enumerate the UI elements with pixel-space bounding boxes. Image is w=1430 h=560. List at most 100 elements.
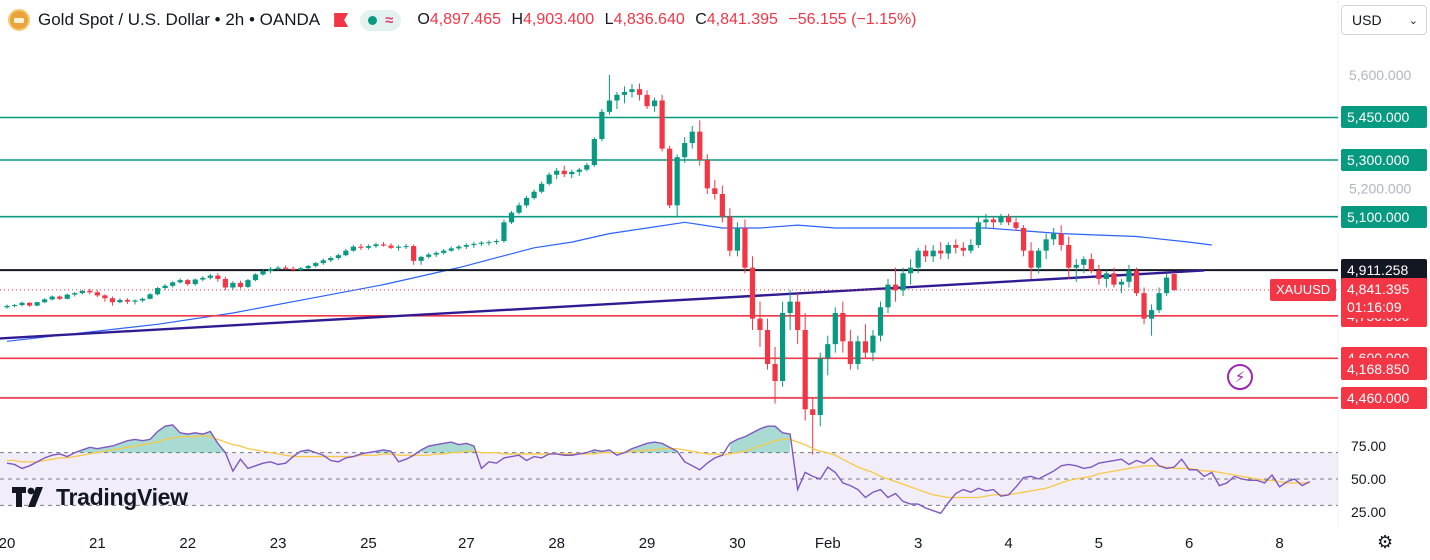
candle <box>1164 277 1170 294</box>
time-axis-label: 8 <box>1275 535 1283 552</box>
price-tag-resistance[interactable]: 5,100.000 <box>1341 205 1427 228</box>
candle <box>57 296 63 299</box>
candle <box>365 246 372 248</box>
market-status-pill[interactable]: ≈ <box>360 9 402 31</box>
candle <box>1028 250 1034 268</box>
low-label: L <box>604 11 614 28</box>
candle <box>42 299 48 303</box>
price-axis-label: 5,600.000 <box>1349 67 1411 83</box>
symbol-header: Gold Spot / U.S. Dollar • 2h • OANDA ≈ O… <box>8 6 917 34</box>
candle <box>283 267 289 269</box>
last-price-tag: 4,841.395 01:16:09 <box>1341 277 1427 318</box>
candle <box>546 174 552 184</box>
candle <box>840 312 846 342</box>
candle <box>4 305 10 308</box>
chevron-down-icon: ⌄ <box>1408 14 1418 27</box>
candle <box>335 255 341 259</box>
candle <box>1005 216 1012 223</box>
candle <box>697 131 703 160</box>
candle <box>441 250 447 253</box>
candle <box>953 244 959 248</box>
candle <box>923 250 929 257</box>
candle <box>1118 281 1125 285</box>
time-axis-label: 28 <box>548 535 565 552</box>
candle <box>162 285 168 289</box>
time-axis-label: Feb <box>815 535 841 552</box>
candle <box>19 302 25 306</box>
candle <box>772 363 778 381</box>
candle <box>975 222 981 245</box>
open-label: O <box>417 11 430 28</box>
candle <box>787 301 793 313</box>
candle <box>358 246 364 248</box>
candle <box>810 409 816 415</box>
candle <box>651 100 658 107</box>
candle <box>117 299 123 303</box>
candle <box>1148 310 1155 319</box>
candle <box>177 280 183 283</box>
price-tag-resistance[interactable]: 5,300.000 <box>1341 148 1427 171</box>
candle <box>539 183 545 192</box>
price-tag-support[interactable]: 4,460.000 <box>1341 386 1427 409</box>
candle <box>290 268 296 270</box>
candle <box>493 241 500 243</box>
currency-select[interactable]: USD ⌄ <box>1341 5 1427 35</box>
candle <box>847 341 853 364</box>
candle <box>245 280 251 287</box>
candle <box>1133 270 1140 294</box>
high-label: H <box>511 11 524 28</box>
candle <box>885 284 891 308</box>
candle <box>516 205 522 213</box>
candle <box>1073 264 1079 268</box>
candle <box>591 139 597 166</box>
candle <box>990 219 997 223</box>
tradingview-logo[interactable]: TradingView <box>12 482 188 512</box>
candle <box>222 278 228 288</box>
candle <box>350 246 356 251</box>
time-axis-label: 25 <box>360 535 377 552</box>
candle <box>712 188 718 194</box>
time-axis-label: 22 <box>179 535 196 552</box>
candle <box>636 89 643 95</box>
candle <box>1126 270 1132 282</box>
lightning-icon[interactable]: ⚡ <box>1227 364 1253 390</box>
candle <box>1020 227 1027 251</box>
candle <box>124 299 131 302</box>
candle <box>960 247 966 251</box>
open-value: 4,897.465 <box>429 11 501 28</box>
candle <box>576 169 582 172</box>
candle <box>11 305 18 307</box>
candle <box>486 242 492 244</box>
candle <box>456 246 462 249</box>
rsi-ma-line <box>7 434 1310 499</box>
time-axis-label: 23 <box>270 535 287 552</box>
candle <box>968 244 974 251</box>
candle <box>411 246 417 261</box>
close-value: 4,841.395 <box>706 11 778 28</box>
candle <box>1051 233 1057 240</box>
price-tag-resistance[interactable]: 5,450.000 <box>1341 106 1427 129</box>
low-marker-tag[interactable]: 4,168.850 <box>1341 358 1427 380</box>
rsi-axis-label: 25.00 <box>1351 504 1386 520</box>
flag-icon[interactable] <box>334 13 349 27</box>
market-open-dot-icon <box>368 15 378 25</box>
candle <box>531 191 537 198</box>
candle <box>621 91 628 95</box>
candle <box>523 197 530 206</box>
settings-gear-icon[interactable]: ⚙ <box>1377 532 1394 552</box>
symbol-title[interactable]: Gold Spot / U.S. Dollar • 2h • OANDA <box>38 10 321 29</box>
rsi-overbought-fill <box>74 424 226 453</box>
candle <box>87 290 93 293</box>
candle <box>855 341 861 364</box>
candle <box>305 265 311 269</box>
candle <box>832 312 838 345</box>
price-tag-marker[interactable]: 4,911.258 <box>1341 259 1427 282</box>
candle <box>930 250 936 257</box>
candle <box>584 165 590 170</box>
gold-coin-icon <box>8 9 30 31</box>
ohlc-values: O4,897.465 H4,903.400 L4,836.640 C4,841.… <box>411 11 916 29</box>
candle <box>1043 239 1049 251</box>
candle <box>779 312 786 381</box>
time-axis-label: 27 <box>458 535 475 552</box>
